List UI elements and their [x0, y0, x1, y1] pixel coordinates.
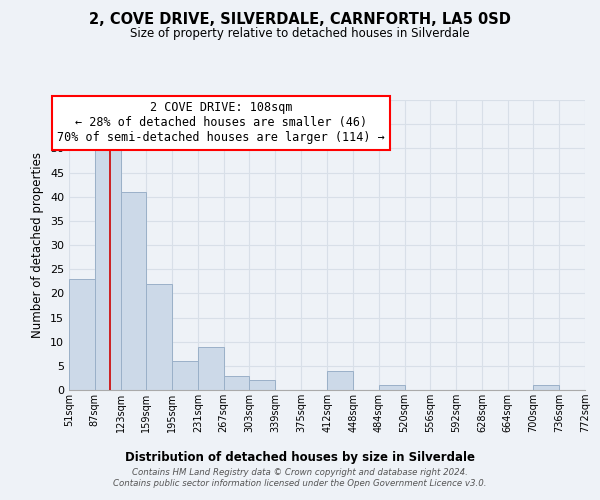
Bar: [121, 192, 146, 390]
Text: Size of property relative to detached houses in Silverdale: Size of property relative to detached ho…: [130, 28, 470, 40]
Bar: [533, 385, 559, 390]
Bar: [146, 284, 172, 390]
Y-axis label: Number of detached properties: Number of detached properties: [31, 152, 44, 338]
Text: Distribution of detached houses by size in Silverdale: Distribution of detached houses by size …: [125, 451, 475, 464]
Bar: [69, 279, 95, 390]
Text: 2 COVE DRIVE: 108sqm
← 28% of detached houses are smaller (46)
70% of semi-detac: 2 COVE DRIVE: 108sqm ← 28% of detached h…: [58, 102, 385, 144]
Text: Contains HM Land Registry data © Crown copyright and database right 2024.
Contai: Contains HM Land Registry data © Crown c…: [113, 468, 487, 487]
Bar: [328, 370, 353, 390]
Bar: [95, 148, 121, 390]
Bar: [379, 385, 404, 390]
Bar: [224, 376, 250, 390]
Bar: [250, 380, 275, 390]
Bar: [198, 346, 224, 390]
Text: 2, COVE DRIVE, SILVERDALE, CARNFORTH, LA5 0SD: 2, COVE DRIVE, SILVERDALE, CARNFORTH, LA…: [89, 12, 511, 28]
Bar: [172, 361, 198, 390]
